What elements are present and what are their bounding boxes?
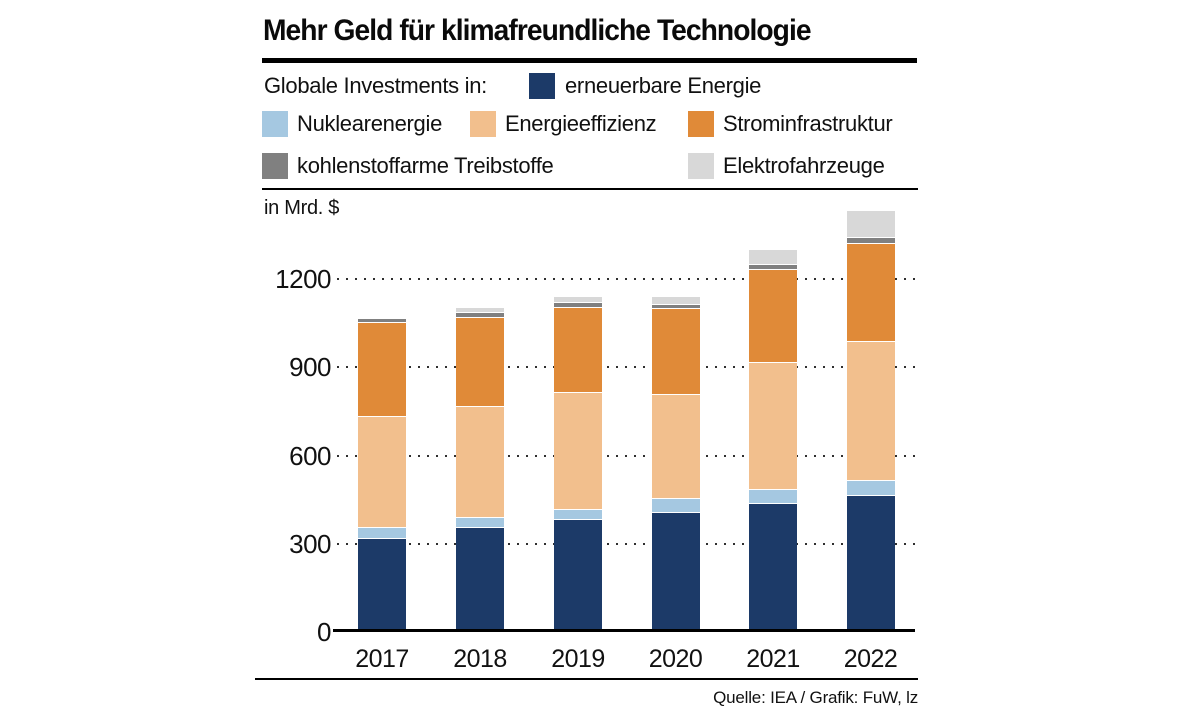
- legend-intro-label: Globale Investments in:: [264, 73, 487, 98]
- bar-segment-strominfrastruktur: [651, 308, 700, 396]
- bar-segment-kohlenstoffarme-treibstoffe: [456, 313, 504, 318]
- bar-segment-elektrofahrzeuge: [651, 297, 700, 306]
- bar-segment-erneuerbare-energie: [846, 496, 895, 632]
- bar-2022: [846, 0, 895, 632]
- source-credit: Quelle: IEA / Grafik: FuW, lz: [713, 688, 918, 707]
- legend-swatch-nuklearenergie: [262, 111, 288, 137]
- bar-segment-erneuerbare-energie: [554, 519, 602, 632]
- gridline-1200: [337, 278, 915, 280]
- bar-segment-kohlenstoffarme-treibstoffe: [651, 305, 700, 309]
- x-tick-label-2022: 2022: [843, 645, 898, 673]
- legend-label-erneuerbare-energie: erneuerbare Energie: [565, 73, 762, 98]
- legend-label-elektrofahrzeuge: Elektrofahrzeuge: [723, 153, 885, 178]
- bar-segment-elektrofahrzeuge: [358, 317, 406, 319]
- y-tick-label-0: 0: [317, 617, 331, 647]
- bar-segment-energieeffizienz: [749, 362, 797, 490]
- bar-segment-nuklearenergie: [651, 499, 700, 513]
- legend-label-energieeffizienz: Energieeffizienz: [505, 111, 657, 136]
- page-title: Mehr Geld für klimafreundliche Technolog…: [263, 14, 812, 47]
- gridline-900: [337, 366, 915, 369]
- bar-2020: [651, 0, 700, 632]
- legend-swatch-elektrofahrzeuge: [688, 153, 714, 179]
- x-axis-line: [333, 629, 915, 632]
- bar-segment-elektrofahrzeuge: [846, 211, 895, 238]
- title-divider: [262, 58, 917, 63]
- bar-2018: [456, 0, 504, 632]
- bar-segment-erneuerbare-energie: [358, 539, 406, 632]
- y-tick-label-1200: 1200: [275, 264, 331, 294]
- legend-label-nuklearenergie: Nuklearenergie: [297, 111, 442, 136]
- legend-swatch-energieeffizienz: [470, 111, 496, 137]
- bar-segment-strominfrastruktur: [749, 270, 797, 363]
- bar-segment-kohlenstoffarme-treibstoffe: [846, 237, 895, 245]
- bar-segment-nuklearenergie: [749, 489, 797, 505]
- bar-segment-strominfrastruktur: [846, 244, 895, 342]
- bar-segment-nuklearenergie: [554, 509, 602, 520]
- x-tick-label-2021: 2021: [746, 645, 800, 673]
- bar-segment-kohlenstoffarme-treibstoffe: [749, 264, 797, 271]
- bar-segment-strominfrastruktur: [456, 317, 504, 407]
- bar-segment-energieeffizienz: [456, 406, 504, 519]
- bar-segment-nuklearenergie: [456, 518, 504, 529]
- bar-segment-nuklearenergie: [358, 528, 406, 540]
- bar-segment-erneuerbare-energie: [456, 528, 504, 632]
- x-tick-label-2020: 2020: [648, 645, 703, 673]
- bar-2021: [749, 0, 797, 632]
- bar-segment-elektrofahrzeuge: [456, 308, 504, 314]
- legend-swatch-kohlenstoffarme-treibstoffe: [262, 153, 288, 179]
- bar-segment-strominfrastruktur: [358, 322, 406, 417]
- bar-segment-strominfrastruktur: [554, 308, 602, 393]
- bar-segment-energieeffizienz: [846, 341, 895, 481]
- bar-segment-energieeffizienz: [554, 392, 602, 510]
- bar-segment-energieeffizienz: [358, 416, 406, 529]
- bar-segment-kohlenstoffarme-treibstoffe: [358, 319, 406, 323]
- y-tick-label-900: 900: [289, 352, 331, 383]
- bar-segment-elektrofahrzeuge: [554, 296, 602, 304]
- bar-segment-energieeffizienz: [651, 395, 700, 500]
- x-tick-label-2017: 2017: [355, 645, 409, 673]
- legend-swatch-strominfrastruktur: [688, 111, 714, 137]
- bar-2019: [554, 0, 602, 632]
- legend-swatch-erneuerbare-energie: [529, 73, 555, 99]
- legend-label-kohlenstoffarme-treibstoffe: kohlenstoffarme Treibstoffe: [297, 153, 554, 178]
- gridline-300: [337, 542, 915, 545]
- bar-segment-kohlenstoffarme-treibstoffe: [554, 303, 602, 309]
- y-axis-unit-label: in Mrd. $: [264, 197, 340, 219]
- legend-label-strominfrastruktur: Strominfrastruktur: [723, 111, 893, 136]
- gridline-600: [337, 454, 915, 457]
- bar-2017: [358, 0, 406, 632]
- bar-segment-nuklearenergie: [846, 480, 895, 497]
- legend-divider: [262, 188, 918, 190]
- x-tick-label-2018: 2018: [453, 645, 507, 673]
- y-tick-label-600: 600: [289, 440, 331, 471]
- bar-segment-erneuerbare-energie: [651, 512, 700, 632]
- bar-segment-elektrofahrzeuge: [749, 249, 797, 265]
- x-tick-label-2019: 2019: [551, 645, 605, 673]
- bar-segment-erneuerbare-energie: [749, 504, 797, 632]
- footer-divider: [255, 678, 918, 680]
- y-tick-label-300: 300: [289, 528, 331, 559]
